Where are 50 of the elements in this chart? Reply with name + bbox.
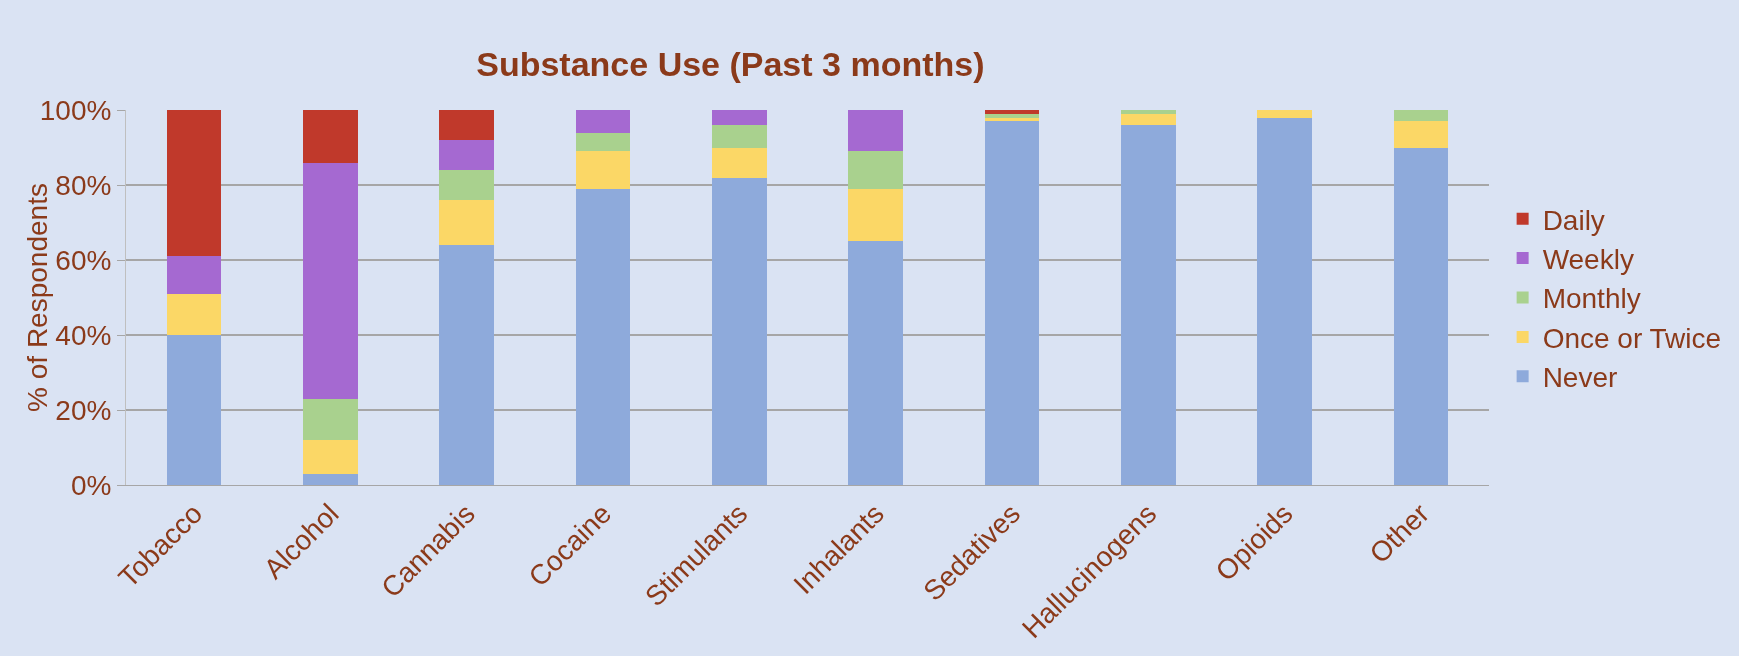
- bar: [166, 256, 222, 294]
- legend-label: Never: [1542, 362, 1618, 394]
- legend-label: Daily: [1542, 204, 1605, 236]
- bar: [848, 151, 903, 189]
- bar: [984, 110, 1040, 114]
- bar: [1120, 113, 1176, 125]
- legend-label: Monthly: [1542, 283, 1641, 315]
- bar: [984, 121, 1040, 485]
- bar: [712, 177, 767, 485]
- bar: [848, 188, 903, 242]
- bar: [1257, 117, 1312, 485]
- bar: [1393, 147, 1449, 485]
- bar: [303, 162, 358, 399]
- bar: [1393, 121, 1449, 148]
- bar: [303, 440, 358, 474]
- bar: [439, 110, 495, 140]
- bar: [1120, 125, 1176, 485]
- legend-label: Once or Twice: [1542, 322, 1722, 354]
- y-tick-label: 20%: [55, 394, 112, 426]
- chart-title: Substance Use (Past 3 months): [476, 45, 985, 84]
- bar: [575, 132, 631, 152]
- bar: [575, 151, 631, 189]
- bar: [848, 241, 903, 485]
- bar: [439, 140, 495, 170]
- y-tick-label: 80%: [55, 169, 112, 201]
- y-tick-label: 100%: [39, 94, 112, 126]
- bar: [1120, 110, 1176, 114]
- bar: [166, 110, 222, 257]
- bar: [712, 110, 767, 125]
- bar: [575, 110, 631, 133]
- legend-label: Weekly: [1542, 244, 1634, 276]
- bar: [439, 170, 495, 200]
- bar: [575, 188, 631, 485]
- bar: [166, 293, 222, 335]
- y-tick-label: 60%: [55, 244, 112, 276]
- bar: [166, 335, 222, 485]
- y-tick-label: 40%: [55, 319, 112, 351]
- bar: [303, 473, 358, 485]
- y-tick-label: 0%: [70, 469, 112, 501]
- bar: [439, 200, 495, 245]
- bar: [712, 125, 767, 148]
- bar: [439, 245, 495, 485]
- bar: [303, 398, 358, 440]
- y-axis-title: % of Respondents: [22, 183, 54, 412]
- bar: [984, 113, 1040, 118]
- bar: [1393, 110, 1449, 122]
- bar: [712, 147, 767, 178]
- bar: [848, 110, 903, 152]
- bar: [303, 110, 358, 163]
- bar: [1257, 110, 1312, 118]
